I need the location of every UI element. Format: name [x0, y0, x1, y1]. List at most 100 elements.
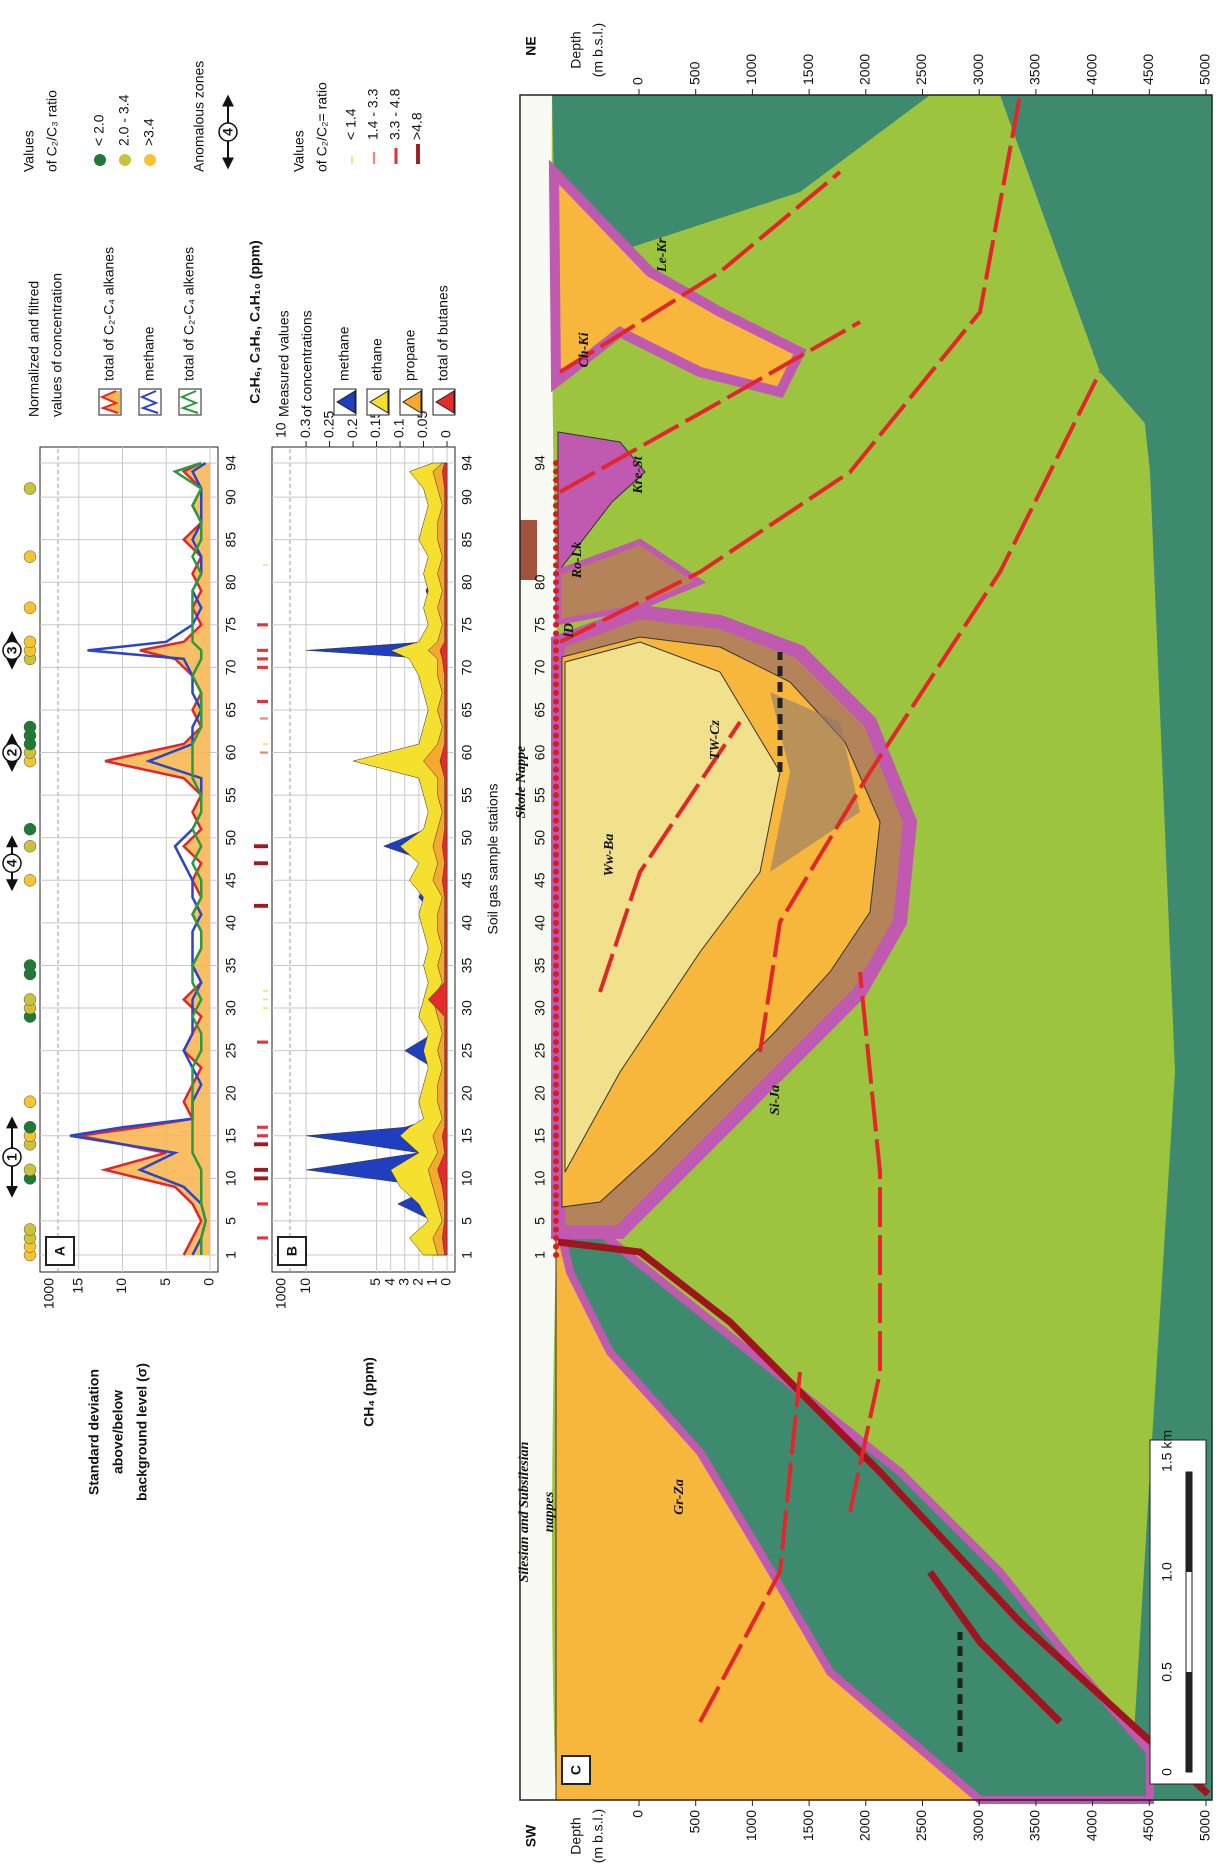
- area: [352, 462, 448, 1256]
- y-axis-label: above/below: [110, 1390, 126, 1474]
- station-dot: [553, 545, 559, 552]
- station-dot: [553, 1005, 559, 1012]
- teal-basement: [1110, 95, 1212, 1800]
- station-label: 80: [532, 574, 548, 590]
- x-tick-label: 70: [459, 659, 475, 675]
- station-dot: [553, 519, 559, 526]
- ratio-dot: [23, 1095, 37, 1108]
- teal-wedge: [552, 95, 930, 272]
- station-dot: [553, 877, 559, 884]
- y2-tick-label: 0.3: [297, 418, 313, 438]
- station-dot: [553, 936, 559, 943]
- fault: [848, 971, 882, 1513]
- legend-title: Values: [21, 130, 37, 172]
- depth-label: 4000: [1083, 1810, 1099, 1841]
- station-dot: [553, 1081, 559, 1088]
- legend-swatch: [99, 390, 119, 414]
- station-dot: [553, 477, 559, 484]
- fault: [558, 170, 842, 374]
- depth-title: Depth: [568, 31, 584, 68]
- station-dot: [553, 613, 559, 620]
- station-label: 35: [532, 957, 548, 973]
- station-dot: [553, 1141, 559, 1148]
- geology: [519, 94, 1213, 1804]
- unit-label: Ww-Ba: [602, 834, 617, 877]
- legend-label: 3.3 - 4.8: [387, 88, 403, 140]
- y-tick-label: 0: [438, 1278, 454, 1286]
- station-dot: [553, 996, 559, 1003]
- y2-tick-label: 0.1: [391, 418, 407, 438]
- legend-swatch: [336, 390, 356, 414]
- station-dot: [553, 1030, 559, 1037]
- depth-label: 500: [686, 61, 702, 85]
- unit-label: Kre-St: [631, 455, 646, 494]
- ratio-dot: [23, 839, 37, 853]
- kre-st-lens: [557, 431, 646, 574]
- station-dot: [553, 1183, 559, 1190]
- x-tick-label: 20: [223, 1085, 239, 1101]
- legend-title: Values: [291, 130, 307, 172]
- depth-label: 4500: [1140, 1810, 1156, 1841]
- x-tick-label: 30: [459, 1000, 475, 1016]
- station-dot: [553, 1013, 559, 1020]
- station-label: 60: [532, 745, 548, 761]
- legend-swatch: [369, 390, 389, 414]
- legend-label: 2.0 - 3.4: [116, 94, 132, 146]
- nappe-label: Skole Nappe: [514, 746, 529, 819]
- ratio-dot: [23, 550, 37, 563]
- station-label: 50: [532, 830, 548, 846]
- fault: [598, 720, 742, 993]
- x-tick-label: 60: [459, 745, 475, 761]
- y-tick-label: 5: [367, 1278, 383, 1286]
- depth-label: 0: [630, 1810, 646, 1818]
- fault: [559, 94, 1022, 644]
- station-dot: [553, 1039, 559, 1046]
- station-dot: [553, 715, 559, 722]
- unit-label: Si-Ja: [768, 1085, 783, 1115]
- depth-label: 3500: [1027, 54, 1043, 85]
- y-tick-label: 10: [297, 1278, 313, 1294]
- station-dot: [553, 536, 559, 543]
- station-dot: [553, 604, 559, 611]
- depth-label: 5000: [1197, 54, 1213, 85]
- depth-label: 2500: [913, 1810, 929, 1841]
- fault: [559, 320, 861, 494]
- x-tick-label: 94: [459, 455, 475, 471]
- station-dot: [553, 783, 559, 790]
- panel-label: B: [284, 1246, 300, 1256]
- depth-label: 2500: [913, 54, 929, 85]
- station-dot: [553, 706, 559, 713]
- y2-tick-label: 0: [438, 430, 454, 438]
- legend-dot: [94, 154, 106, 166]
- station-dot: [553, 570, 559, 577]
- x-tick-label: 35: [223, 957, 239, 973]
- station-dot: [553, 647, 559, 654]
- legend-title: Measured values: [276, 310, 292, 417]
- zone-circle: [2, 1147, 22, 1167]
- y-axis-label: background level (σ): [134, 1363, 150, 1501]
- y2-tick-label: 0.05: [414, 411, 430, 438]
- station-label: 70: [532, 659, 548, 675]
- legend-label: total of C₂-C₄ alkanes: [101, 247, 117, 381]
- legend-swatch: [179, 390, 199, 414]
- station-dot: [553, 1115, 559, 1122]
- station-label: 20: [532, 1085, 548, 1101]
- scale-label: 0.5: [1159, 1662, 1175, 1682]
- station-dot: [553, 562, 559, 569]
- x-tick-label: 15: [459, 1128, 475, 1144]
- x-tick-label: 1: [459, 1251, 475, 1259]
- station-dot: [553, 511, 559, 518]
- station-dot: [553, 724, 559, 730]
- station-dot: [553, 979, 559, 986]
- station-dot: [553, 553, 559, 560]
- station-dot: [553, 1234, 559, 1241]
- ratio-dot: [23, 1163, 37, 1177]
- depth-label: 3500: [1027, 1810, 1043, 1841]
- unit-label: TW-Cz: [708, 719, 723, 759]
- station-dot: [553, 528, 559, 535]
- section-end: SW: [523, 1824, 539, 1847]
- station-label: 30: [532, 1000, 548, 1016]
- station-dot: [553, 1073, 559, 1080]
- x-tick-label: 30: [223, 1000, 239, 1016]
- station-dot: [553, 911, 559, 918]
